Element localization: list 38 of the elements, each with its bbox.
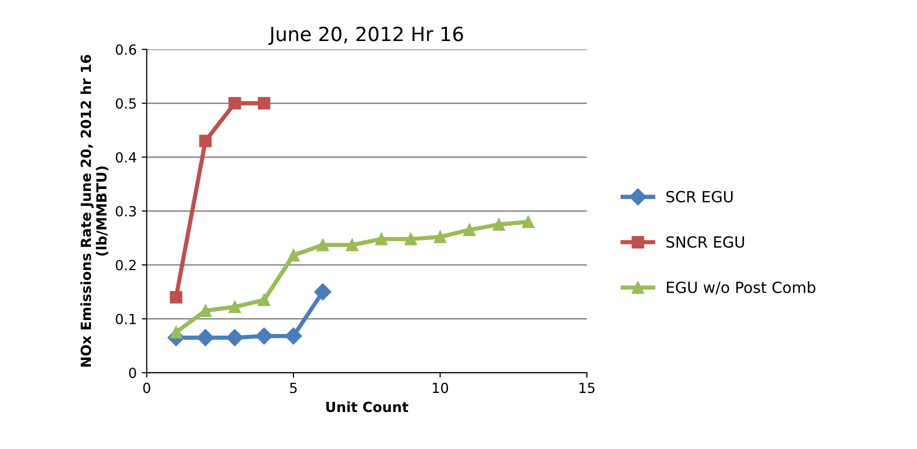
x-tick-label: 10 [432,382,448,394]
point [258,294,270,306]
point [226,329,244,346]
point [522,216,534,228]
point [199,304,212,317]
legend-label: SCR EGU [666,190,733,202]
point [434,230,446,244]
y-tick-label: 0.4 [116,152,136,163]
point [287,248,300,262]
point [228,97,241,110]
point [314,283,332,300]
chart-title: June 20, 2012 Hr 16 [268,26,463,45]
x-tick-label: 0 [143,382,150,394]
point [492,218,506,231]
point [196,329,214,346]
x-tick-label: 5 [290,382,297,394]
y-tick-label: 0 [129,368,136,378]
y-tick-label: 0.1 [116,314,136,324]
y-axis-title: NOx Emissions Rate June 20, 2012 hr 16 (lb/MMBTU) [80,54,108,367]
point [463,224,476,236]
x-tick-label: 15 [580,382,595,394]
point [346,238,358,252]
y-tick-label: 0.5 [116,98,136,109]
point [375,232,388,246]
legend-label: SNCR EGU [666,236,744,248]
point [199,134,212,148]
point [258,97,270,110]
point [256,327,273,345]
x-axis-title: Unit Count [326,401,408,412]
y-tick-label: 0.2 [116,260,136,270]
y-tick-label: 0.3 [116,206,136,217]
point [228,300,241,314]
point [170,290,182,304]
y-tick-label: 0.6 [116,44,136,55]
legend-label: EGU w/o Post Comb [666,281,816,294]
point [404,232,418,246]
point [316,238,330,252]
point [284,327,302,345]
